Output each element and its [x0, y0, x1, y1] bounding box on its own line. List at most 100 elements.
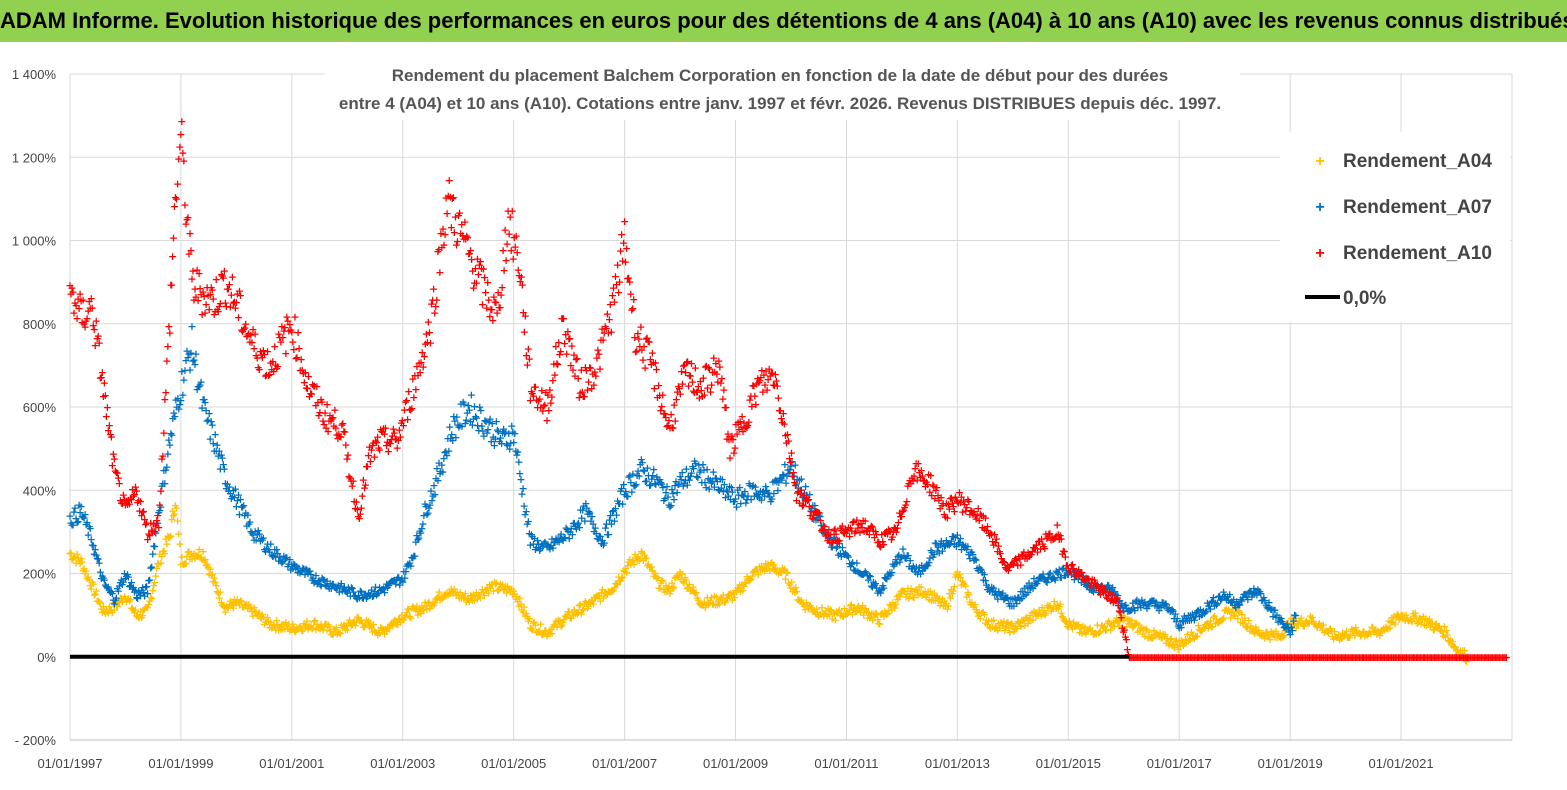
data-point: +	[1333, 631, 1342, 644]
data-point: +	[1249, 625, 1258, 638]
data-point: +	[321, 617, 330, 630]
data-point: +	[943, 603, 952, 616]
data-point: +	[124, 592, 133, 605]
data-point: +	[1022, 611, 1031, 624]
data-point: +	[451, 585, 460, 598]
data-point: +	[1284, 623, 1293, 636]
data-point: +	[185, 553, 194, 566]
data-point: +	[1294, 618, 1303, 631]
data-point: +	[377, 622, 386, 635]
data-point: +	[763, 558, 772, 571]
data-point: +	[1075, 626, 1084, 639]
data-point: +	[919, 588, 928, 601]
data-point: +	[907, 585, 916, 598]
data-point: +	[445, 586, 454, 599]
data-point: +	[1028, 613, 1037, 626]
data-point: +	[220, 462, 229, 475]
data-point: +	[1246, 619, 1255, 632]
data-point: +	[606, 585, 615, 598]
data-point: +	[774, 568, 783, 581]
data-point: +	[93, 595, 102, 608]
data-point: +	[1332, 631, 1341, 644]
legend-label-a10: Rendement_A10	[1343, 243, 1492, 264]
data-point: +	[218, 599, 227, 612]
data-point: +	[992, 622, 1001, 635]
data-point: +	[698, 598, 707, 611]
data-point: +	[1221, 604, 1230, 617]
data-point: +	[661, 579, 670, 592]
data-point: +	[96, 596, 105, 609]
data-point: +	[856, 606, 865, 619]
data-point: +	[297, 625, 306, 638]
data-point: +	[164, 531, 173, 544]
data-point: +	[131, 604, 140, 617]
data-point: +	[1115, 615, 1124, 628]
data-point: +	[1163, 637, 1172, 650]
data-point: +	[646, 560, 655, 573]
data-point: +	[692, 586, 701, 599]
data-point: +	[1335, 633, 1344, 646]
data-point: +	[595, 590, 604, 603]
data-point: +	[751, 398, 760, 411]
data-point: +	[621, 255, 630, 268]
data-point: +	[502, 586, 511, 599]
data-point: +	[521, 309, 530, 322]
data-point: +	[520, 610, 529, 623]
data-point: +	[1080, 621, 1089, 634]
data-point: +	[504, 582, 513, 595]
data-point: +	[310, 614, 319, 627]
data-point: +	[669, 581, 678, 594]
data-point: +	[361, 479, 370, 492]
data-point: +	[518, 278, 527, 291]
data-point: +	[701, 601, 710, 614]
data-point: +	[163, 340, 172, 353]
data-point: +	[1316, 619, 1325, 632]
data-point: +	[145, 594, 154, 607]
data-point: +	[349, 616, 358, 629]
data-point: +	[346, 617, 355, 630]
data-point: +	[200, 553, 209, 566]
data-point: +	[585, 596, 594, 609]
data-point: +	[1299, 620, 1308, 633]
data-point: +	[628, 554, 637, 567]
data-point: +	[290, 311, 299, 324]
data-point: +	[1250, 627, 1259, 640]
data-point: +	[216, 586, 225, 599]
data-point: +	[677, 568, 686, 581]
data-point: +	[531, 618, 540, 631]
data-point: +	[507, 582, 516, 595]
data-point: +	[744, 416, 753, 429]
data-point: +	[286, 623, 295, 636]
data-point: +	[219, 600, 228, 613]
data-point: +	[183, 546, 192, 559]
data-point: +	[99, 600, 108, 613]
data-point: +	[713, 598, 722, 611]
data-point: +	[147, 592, 156, 605]
data-point: +	[975, 607, 984, 620]
data-point: +	[166, 530, 175, 543]
data-point: +	[1268, 628, 1277, 641]
data-point: +	[342, 619, 351, 632]
data-point: +	[1195, 623, 1204, 636]
data-point: +	[352, 616, 361, 629]
y-tick-label: 1 200%	[12, 150, 57, 165]
data-point: +	[774, 392, 783, 405]
data-point: +	[1162, 632, 1171, 645]
data-point: +	[355, 614, 364, 627]
data-point: +	[958, 575, 967, 588]
data-point: +	[749, 566, 758, 579]
data-point: +	[766, 557, 775, 570]
data-point: +	[858, 599, 867, 612]
data-point: +	[551, 614, 560, 627]
data-point: +	[1279, 629, 1288, 642]
data-point: +	[878, 607, 887, 620]
series-rendement-a04: ++++++++++++++++++++++++++++++++++++++++…	[65, 499, 1472, 668]
data-point: +	[1151, 628, 1160, 641]
data-point: +	[175, 538, 184, 551]
data-point: +	[903, 582, 912, 595]
data-point: +	[314, 621, 323, 634]
data-point: +	[942, 597, 951, 610]
data-point: +	[805, 600, 814, 613]
data-point: +	[755, 560, 764, 573]
data-point: +	[431, 593, 440, 606]
